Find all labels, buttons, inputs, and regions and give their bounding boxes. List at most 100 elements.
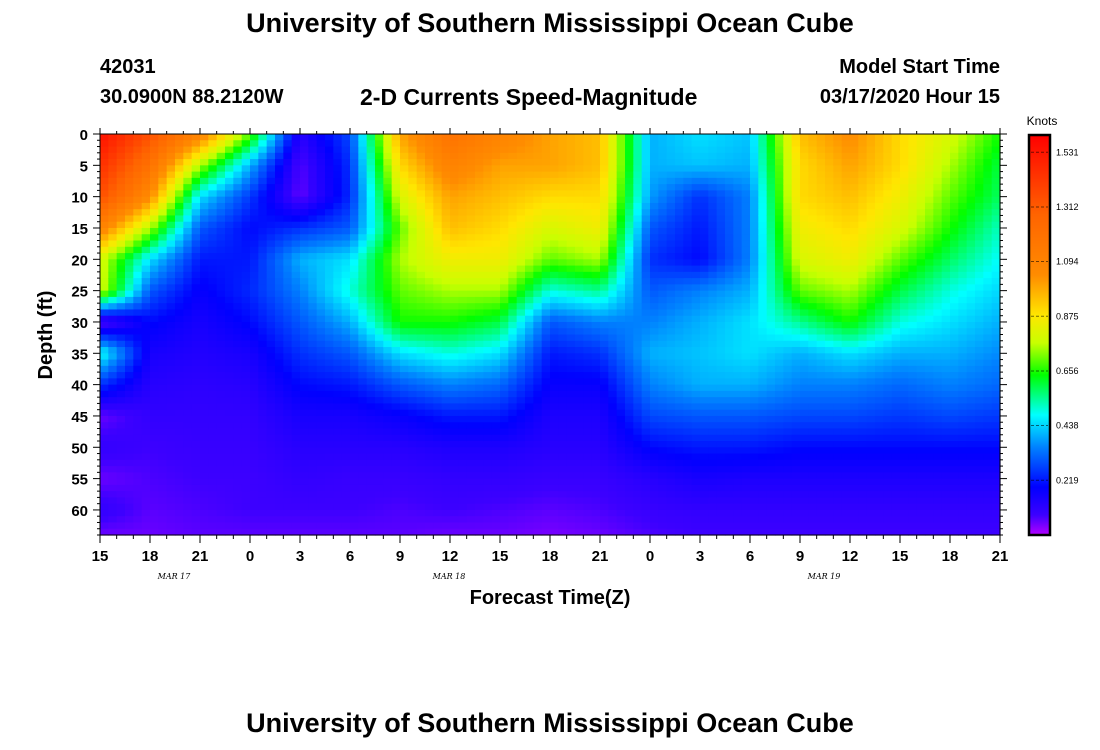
heatmap-cell [208,259,218,267]
heatmap-cell [216,246,226,254]
heatmap-cell [600,259,609,267]
heatmap-cell [125,359,134,367]
heatmap-cell [341,378,351,386]
heatmap-cell [433,202,443,210]
heatmap-cell [533,378,543,386]
heatmap-cell [358,284,368,292]
heatmap-cell [675,328,684,336]
heatmap-cell [583,516,593,524]
heatmap-cell [191,177,201,185]
heatmap-cell [291,353,301,361]
heatmap-cell [283,509,293,517]
heatmap-cell [650,240,659,248]
heatmap-cell [350,453,359,461]
heatmap-cell [608,234,618,242]
heatmap-cell [741,196,751,204]
heatmap-cell [508,315,518,323]
heatmap-cell [725,403,734,411]
heatmap-cell [516,428,526,436]
heatmap-cell [625,497,634,505]
heatmap-cell [541,328,551,336]
heatmap-cell [250,196,259,204]
heatmap-cell [708,271,718,279]
heatmap-cell [233,509,243,517]
heatmap-cell [508,152,518,160]
heatmap-cell [516,522,526,530]
heatmap-cell [308,140,318,148]
heatmap-cell [416,202,426,210]
heatmap-cell [383,303,393,311]
heatmap-cell [583,403,593,411]
heatmap-cell [558,202,568,210]
heatmap-cell [216,221,226,229]
heatmap-cell [675,503,684,511]
heatmap-cell [283,315,293,323]
heatmap-cell [141,447,151,455]
heatmap-cell [475,265,484,273]
heatmap-cell [708,196,718,204]
heatmap-cell [708,165,718,173]
heatmap-cell [625,290,634,298]
heatmap-cell [325,265,334,273]
heatmap-cell [500,415,509,423]
heatmap-cell [558,290,568,298]
heatmap-cell [141,253,151,260]
heatmap-cell [283,265,293,273]
heatmap-cell [425,340,434,348]
heatmap-cell [108,478,118,486]
heatmap-cell [625,378,634,386]
heatmap-cell [441,259,451,267]
heatmap-cell [358,265,368,273]
heatmap-cell [266,415,276,423]
heatmap-cell [733,334,743,342]
heatmap-cell [616,290,626,298]
heatmap-cell [300,347,309,354]
heatmap-cell [541,315,551,323]
heatmap-cell [641,434,651,442]
heatmap-cell [316,328,326,336]
heatmap-cell [591,309,601,317]
heatmap-cell [566,390,576,398]
heatmap-cell [266,384,276,392]
heatmap-cell [691,315,701,323]
heatmap-cell [725,453,734,461]
heatmap-cell [425,278,434,285]
heatmap-cell [550,434,559,442]
heatmap-cell [283,484,293,492]
model-start-value: 03/17/2020 Hour 15 [819,86,1000,108]
heatmap-cell [591,165,601,173]
heatmap-cell [558,278,568,285]
heatmap-cell [516,497,526,505]
heatmap-cell [275,478,284,486]
heatmap-cell [683,265,693,273]
heatmap-cell [233,472,243,480]
heatmap-cell [733,134,743,141]
heatmap-cell [583,152,593,160]
heatmap-cell [258,296,268,304]
heatmap-cell [716,415,726,423]
heatmap-cell [383,466,393,473]
heatmap-cell [708,284,718,292]
heatmap-cell [258,516,268,524]
heatmap-cell [650,190,659,198]
heatmap-cell [475,503,484,511]
heatmap-cell [266,177,276,185]
heatmap-cell [166,315,176,323]
heatmap-cell [116,290,126,298]
heatmap-cell [325,390,334,398]
heatmap-cell [158,290,168,298]
heatmap-cell [150,378,159,386]
heatmap-cell [691,234,701,242]
heatmap-cell [100,403,109,411]
heatmap-cell [725,209,734,217]
heatmap-cell [491,278,501,285]
heatmap-cell [316,271,326,279]
heatmap-cell [108,253,118,260]
heatmap-cell [675,403,684,411]
heatmap-cell [625,403,634,411]
heatmap-cell [200,516,209,524]
heatmap-cell [308,165,318,173]
heatmap-cell [716,303,726,311]
heatmap-cell [633,409,643,417]
heatmap-cell [541,234,551,242]
